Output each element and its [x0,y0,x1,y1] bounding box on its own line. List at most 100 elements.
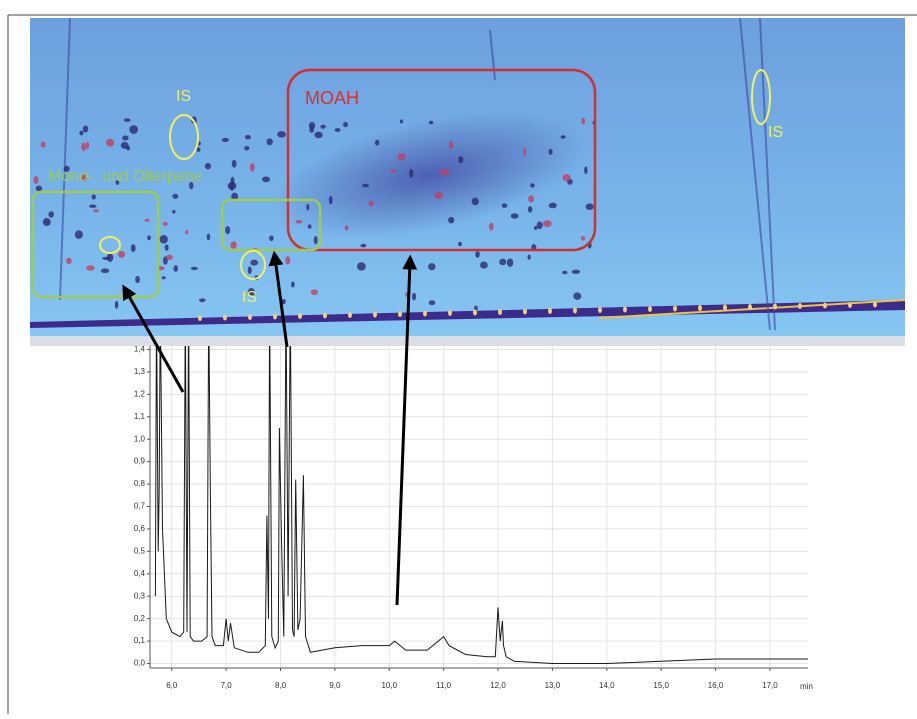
spot [448,310,452,316]
spot [530,183,535,188]
spot [74,230,83,239]
spot [199,298,206,303]
y-tick-label: 1,3 [134,367,146,376]
moah-box [286,68,597,252]
x-tick-label: 16,0 [708,681,724,690]
spot [33,176,39,184]
spot [523,308,527,315]
spot [648,306,652,312]
spot [523,147,527,156]
spot [40,141,46,148]
x-tick-label: 12,0 [490,681,506,690]
spot [79,130,84,136]
spot [320,124,326,129]
x-tick-label: 15,0 [653,681,669,690]
spot [313,235,318,245]
spot [123,118,131,122]
spot [262,176,270,183]
terpene-box [220,198,322,252]
spot [475,251,480,258]
spot [409,168,414,178]
spot [580,236,586,241]
heatmap-axis-strip [30,336,905,346]
spot [89,204,97,208]
spot [249,163,255,172]
streak [59,17,71,301]
y-tick-label: 0,2 [134,614,146,623]
is-circle [99,236,121,254]
spot [397,153,406,161]
terpene-box [31,190,160,299]
spot [698,305,702,311]
x-axis-label: min [800,682,813,691]
spot [227,181,237,190]
is-circle [751,69,771,125]
spot [307,224,312,229]
spot [536,221,543,230]
spot [230,241,237,249]
spot [277,131,286,138]
y-tick-label: 1,4 [134,345,146,354]
y-tick-label: 1,1 [134,412,146,421]
spot [35,185,43,192]
spot [196,147,201,153]
spot [281,298,286,305]
spot [498,309,502,315]
spot [368,200,374,207]
spot [244,146,250,151]
spot [423,310,427,317]
spot [81,142,87,152]
is-circle [169,114,199,160]
spot [164,244,169,251]
spot [548,202,557,209]
spot [748,304,752,310]
spot [285,256,291,265]
spot [458,156,464,164]
spot [584,166,588,175]
annotation: IS [768,124,783,141]
spot [172,209,176,214]
baseline-glow [599,299,906,319]
spot [314,131,323,139]
spot [823,302,827,309]
x-tick-label: 13,0 [545,681,561,690]
y-tick-label: 0,1 [134,636,146,645]
spot [298,313,302,319]
x-tick-label: 8,0 [275,681,287,690]
spot [334,128,341,132]
spot [440,168,450,176]
spot [122,135,129,141]
spot [390,169,396,173]
spot [308,121,316,130]
spot [223,314,227,321]
spot [81,174,88,182]
spot [399,119,404,124]
spot [204,162,212,170]
spot [144,218,150,222]
grid [150,345,808,668]
x-tick-label: 17,0 [762,681,778,690]
spot [310,289,318,296]
spot [147,235,151,241]
spot [360,243,367,248]
y-tick-label: 0,8 [134,479,146,488]
spot [273,313,277,320]
x-tick-label: 10,0 [381,681,397,690]
spot [673,305,677,312]
spot [573,307,577,314]
spot [374,139,380,146]
spot [356,262,366,271]
spot [448,141,454,149]
spot [328,195,333,205]
y-tick-label: 0,7 [134,502,146,511]
spot [91,194,96,200]
y-tick-label: 0,9 [134,457,146,466]
spot [189,181,194,190]
spot [362,183,369,188]
arrow [268,250,289,348]
spot [428,300,436,306]
spot [488,222,494,231]
spot [473,309,477,316]
spot [100,268,110,274]
